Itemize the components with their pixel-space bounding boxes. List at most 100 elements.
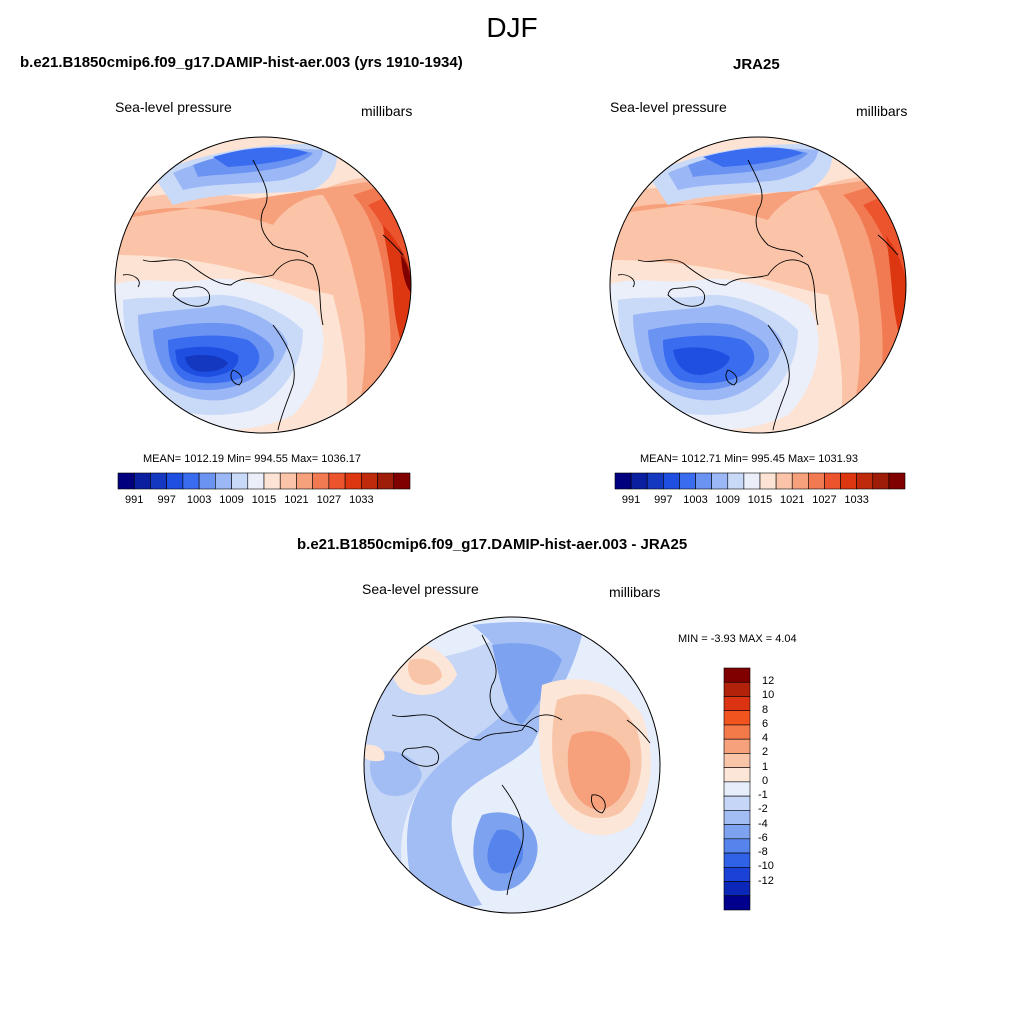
colorbar-box bbox=[312, 472, 330, 490]
colorbar-box bbox=[328, 472, 346, 490]
model-variable-label: Sea-level pressure bbox=[115, 99, 232, 115]
colorbar-box bbox=[723, 781, 751, 797]
colorbar-tick-label: 0 bbox=[762, 774, 769, 787]
colorbar-tick-label: 6 bbox=[762, 717, 769, 730]
colorbar-box bbox=[723, 767, 751, 783]
colorbar-box bbox=[150, 472, 167, 490]
colorbar-box bbox=[723, 681, 751, 697]
diff-stats: MIN = -3.93 MAX = 4.04 bbox=[678, 633, 797, 645]
colorbar-box bbox=[695, 472, 712, 490]
colorbar-box bbox=[723, 667, 751, 683]
colorbar-box bbox=[723, 810, 751, 825]
obs-colorbar-labels: 991 997 1003 1009 1015 1021 1027 1033 bbox=[615, 494, 905, 508]
colorbar-box bbox=[361, 472, 378, 490]
colorbar-box bbox=[393, 472, 411, 490]
colorbar-tick-label: 1009 bbox=[715, 494, 741, 506]
obs-colorbar bbox=[614, 472, 906, 490]
colorbar-tick-label: 1003 bbox=[186, 494, 212, 506]
colorbar-box bbox=[723, 724, 751, 740]
obs-slp-map bbox=[609, 136, 907, 434]
colorbar-box bbox=[723, 838, 751, 854]
colorbar-box bbox=[247, 472, 265, 490]
colorbar-box bbox=[791, 472, 809, 490]
colorbar-tick-label: 1027 bbox=[812, 494, 837, 506]
model-slp-map bbox=[114, 136, 412, 434]
diff-colorbar-labels: 12 10 8 6 4 2 1 0 -1 -2 -4 -6 -8 -10 -12 bbox=[758, 668, 798, 910]
colorbar-box bbox=[663, 472, 680, 490]
colorbar-box bbox=[759, 472, 777, 490]
obs-units-label: millibars bbox=[856, 103, 908, 119]
colorbar-tick-label: 1015 bbox=[747, 494, 773, 506]
diff-panel-title: b.e21.B1850cmip6.f09_g17.DAMIP-hist-aer.… bbox=[297, 536, 688, 553]
colorbar-box bbox=[279, 472, 297, 490]
colorbar-box bbox=[856, 472, 874, 490]
colorbar-box bbox=[263, 472, 281, 490]
diff-variable-label: Sea-level pressure bbox=[362, 581, 479, 597]
model-colorbar bbox=[117, 472, 411, 490]
diff-colorbar bbox=[723, 667, 751, 911]
colorbar-box bbox=[133, 472, 151, 490]
colorbar-tick-label: -4 bbox=[758, 817, 768, 830]
colorbar-box bbox=[723, 852, 751, 868]
colorbar-tick-label: 991 bbox=[621, 494, 641, 506]
colorbar-box bbox=[723, 895, 751, 911]
model-colorbar-labels: 991 997 1003 1009 1015 1021 1027 1033 bbox=[118, 494, 410, 508]
colorbar-box bbox=[840, 472, 857, 490]
colorbar-tick-label: -1 bbox=[758, 789, 768, 802]
colorbar-tick-label: 10 bbox=[762, 689, 775, 702]
colorbar-tick-label: -12 bbox=[758, 874, 774, 887]
colorbar-tick-label: -2 bbox=[758, 803, 768, 816]
colorbar-box bbox=[679, 472, 696, 490]
colorbar-box bbox=[723, 881, 751, 897]
colorbar-tick-label: 1027 bbox=[316, 494, 342, 506]
obs-variable-label: Sea-level pressure bbox=[610, 99, 727, 115]
colorbar-tick-label: 1021 bbox=[779, 494, 805, 506]
colorbar-box bbox=[614, 472, 632, 490]
colorbar-box bbox=[296, 472, 313, 490]
colorbar-box bbox=[723, 753, 751, 768]
colorbar-box bbox=[231, 472, 249, 490]
colorbar-box bbox=[377, 472, 395, 490]
colorbar-box bbox=[166, 472, 184, 490]
colorbar-tick-label: 997 bbox=[654, 494, 673, 506]
colorbar-box bbox=[117, 472, 135, 490]
colorbar-box bbox=[723, 696, 751, 712]
colorbar-box bbox=[723, 795, 751, 811]
colorbar-tick-label: -6 bbox=[758, 831, 768, 844]
colorbar-tick-label: 997 bbox=[157, 494, 176, 506]
colorbar-box bbox=[775, 472, 793, 490]
colorbar-tick-label: 1021 bbox=[284, 494, 309, 506]
colorbar-box bbox=[723, 738, 751, 754]
colorbar-box bbox=[646, 472, 664, 490]
colorbar-box bbox=[808, 472, 825, 490]
colorbar-tick-label: -8 bbox=[758, 846, 768, 859]
colorbar-box bbox=[727, 472, 745, 490]
colorbar-tick-label: 1009 bbox=[219, 494, 244, 506]
diff-units-label: millibars bbox=[609, 584, 661, 600]
colorbar-tick-label: -10 bbox=[758, 860, 774, 873]
colorbar-box bbox=[872, 472, 890, 490]
colorbar-box bbox=[723, 710, 751, 726]
colorbar-box bbox=[630, 472, 648, 490]
colorbar-tick-label: 1033 bbox=[844, 494, 869, 506]
colorbar-box bbox=[344, 472, 362, 490]
obs-stats: MEAN= 1012.71 Min= 995.45 Max= 1031.93 bbox=[640, 453, 859, 465]
colorbar-tick-label: 991 bbox=[125, 494, 144, 506]
colorbar-box bbox=[723, 866, 751, 882]
colorbar-box bbox=[198, 472, 216, 490]
colorbar-box bbox=[711, 472, 729, 490]
colorbar-box bbox=[824, 472, 841, 490]
diff-slp-map bbox=[363, 616, 661, 914]
colorbar-tick-label: 4 bbox=[762, 732, 769, 745]
colorbar-tick-label: 1 bbox=[762, 760, 769, 773]
colorbar-tick-label: 12 bbox=[762, 675, 775, 688]
colorbar-tick-label: 1003 bbox=[683, 494, 708, 506]
model-units-label: millibars bbox=[361, 103, 413, 119]
colorbar-tick-label: 1015 bbox=[251, 494, 277, 506]
model-stats: MEAN= 1012.19 Min= 994.55 Max= 1036.17 bbox=[143, 453, 362, 465]
colorbar-tick-label: 1033 bbox=[349, 494, 374, 506]
colorbar-tick-label: 2 bbox=[762, 746, 769, 759]
colorbar-box bbox=[888, 472, 906, 490]
colorbar-box bbox=[743, 472, 761, 490]
figure-title: DJF bbox=[486, 12, 538, 43]
